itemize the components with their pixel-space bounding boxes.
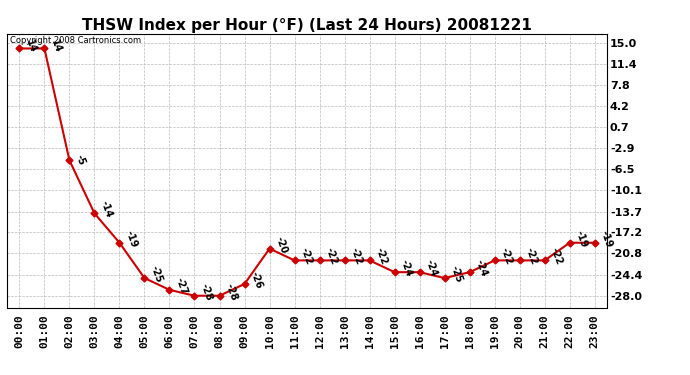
Text: -5: -5 [74,153,87,166]
Text: -22: -22 [324,247,339,267]
Text: -19: -19 [124,229,139,249]
Text: -26: -26 [248,270,264,290]
Text: -28: -28 [199,282,214,302]
Title: THSW Index per Hour (°F) (Last 24 Hours) 20081221: THSW Index per Hour (°F) (Last 24 Hours)… [82,18,532,33]
Text: -25: -25 [448,264,464,284]
Text: -25: -25 [148,264,164,284]
Text: -27: -27 [174,276,189,296]
Text: -24: -24 [424,258,439,278]
Text: -22: -22 [374,247,389,267]
Text: -28: -28 [224,282,239,302]
Text: -22: -22 [348,247,364,267]
Text: -19: -19 [599,229,614,249]
Text: -22: -22 [549,247,564,267]
Text: -22: -22 [524,247,539,267]
Text: 14: 14 [23,39,37,55]
Text: 14: 14 [48,39,63,55]
Text: -24: -24 [474,258,489,278]
Text: -22: -22 [499,247,514,267]
Text: -14: -14 [99,200,114,219]
Text: -22: -22 [299,247,314,267]
Text: -24: -24 [399,258,414,278]
Text: -20: -20 [274,235,289,255]
Text: Copyright 2008 Cartronics.com: Copyright 2008 Cartronics.com [10,36,141,45]
Text: -19: -19 [574,229,589,249]
